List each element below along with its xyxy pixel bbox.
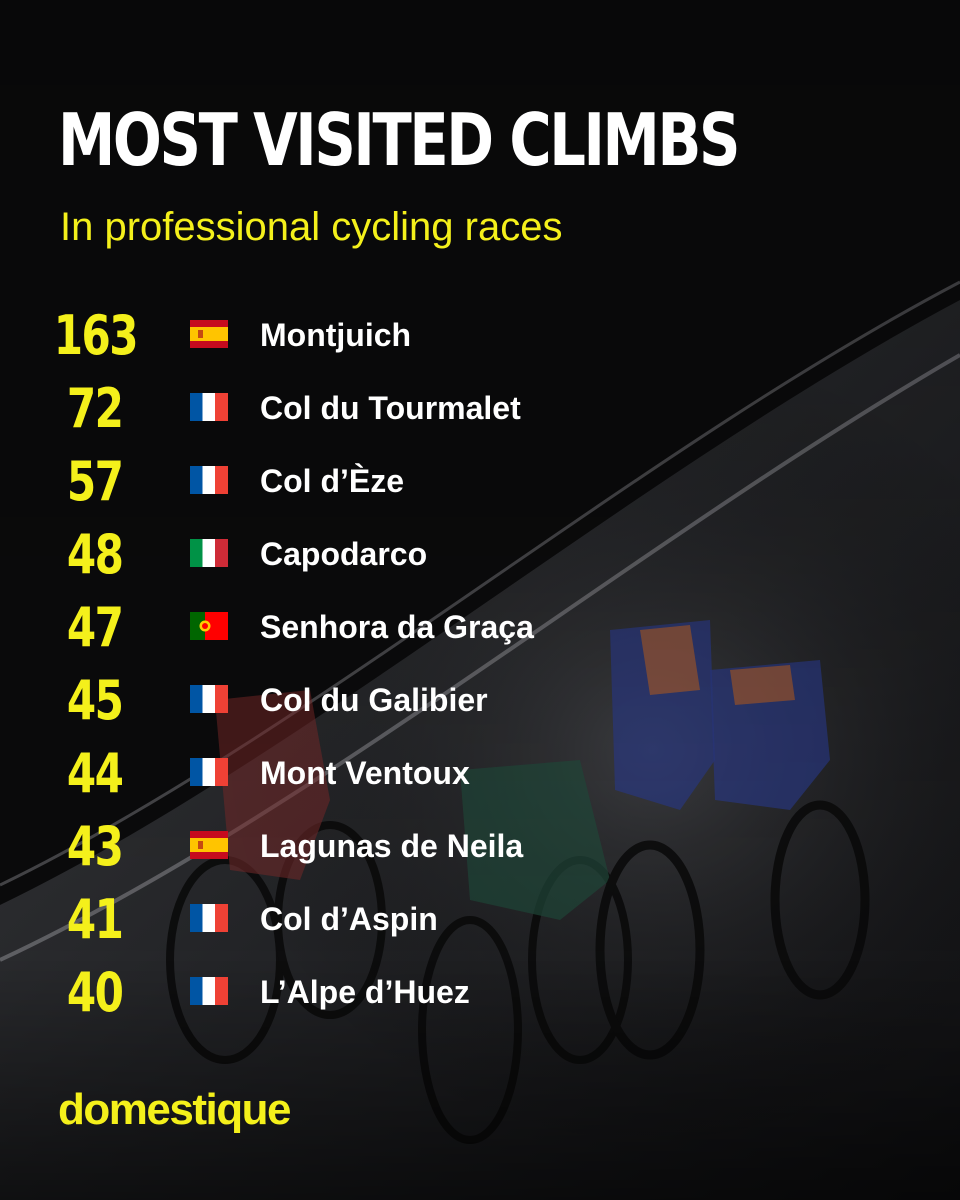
climb-name: Lagunas de Neila	[260, 827, 524, 864]
france-flag-icon	[190, 977, 228, 1005]
visit-count: 72	[67, 376, 124, 440]
visit-count: 45	[67, 668, 124, 732]
france-flag-icon	[190, 904, 228, 932]
spain-flag-icon	[190, 320, 228, 348]
climb-name: Col du Tourmalet	[260, 389, 521, 426]
page-title: MOST VISITED CLIMBS	[58, 98, 740, 182]
climb-name: Mont Ventoux	[260, 754, 470, 791]
climb-name: Col d’Èze	[260, 462, 405, 499]
ranking-row: 40 L’Alpe d’Huez	[0, 960, 960, 1024]
visit-count: 40	[67, 960, 124, 1024]
visit-count: 41	[67, 887, 124, 951]
ranking-row: 47 Senhora da Graça	[0, 595, 960, 659]
france-flag-icon	[190, 466, 228, 494]
climb-name: Col du Galibier	[260, 681, 488, 718]
italy-flag-icon	[190, 539, 228, 567]
ranking-row: 41 Col d’Aspin	[0, 887, 960, 951]
visit-count: 47	[67, 595, 124, 659]
spain-flag-icon	[190, 831, 228, 859]
france-flag-icon	[190, 393, 228, 421]
climb-name: Senhora da Graça	[260, 608, 534, 645]
visit-count: 44	[67, 741, 124, 805]
ranking-row: 163 Montjuich	[0, 303, 960, 367]
ranking-row: 43 Lagunas de Neila	[0, 814, 960, 878]
france-flag-icon	[190, 685, 228, 713]
ranking-row: 48 Capodarco	[0, 522, 960, 586]
ranking-row: 57 Col d’Èze	[0, 449, 960, 513]
visit-count: 163	[53, 303, 138, 367]
visit-count: 48	[67, 522, 124, 586]
climb-name: Montjuich	[260, 316, 412, 353]
ranking-row: 72 Col du Tourmalet	[0, 376, 960, 440]
page-subtitle: In professional cycling races	[60, 205, 563, 249]
climb-name: L’Alpe d’Huez	[260, 973, 470, 1010]
climb-name: Col d’Aspin	[260, 900, 438, 937]
portugal-flag-icon	[190, 612, 228, 640]
climb-name: Capodarco	[260, 535, 428, 572]
domestique-logo: domestique	[58, 1085, 291, 1134]
visit-count: 57	[67, 449, 124, 513]
france-flag-icon	[190, 758, 228, 786]
visit-count: 43	[67, 814, 124, 878]
ranking-row: 45 Col du Galibier	[0, 668, 960, 732]
ranking-row: 44 Mont Ventoux	[0, 741, 960, 805]
